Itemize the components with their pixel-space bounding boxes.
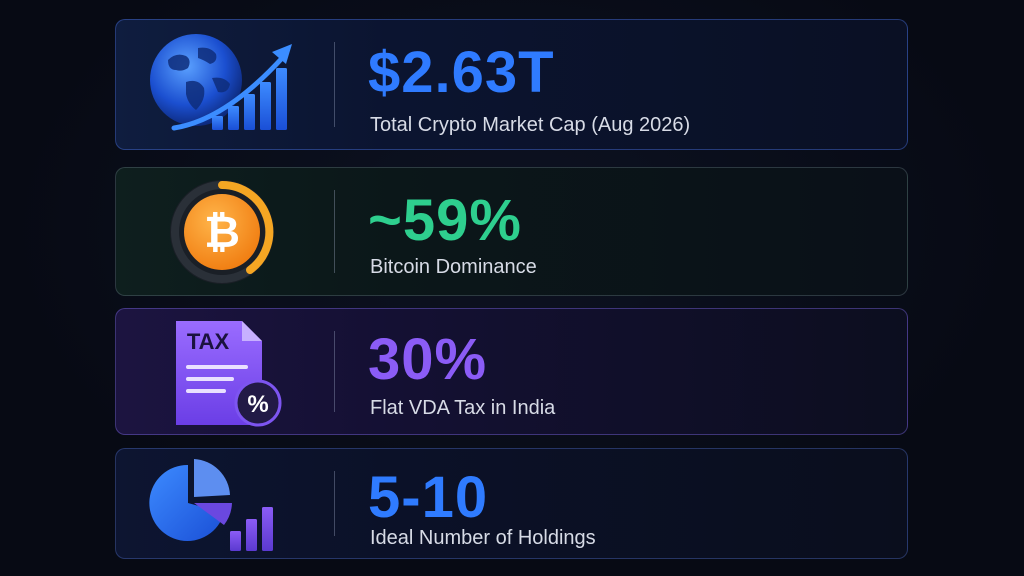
tax-icon-text: TAX bbox=[187, 329, 230, 354]
vda-tax-label: Flat VDA Tax in India bbox=[370, 397, 556, 419]
pie-chart-bars-icon bbox=[146, 449, 306, 558]
divider bbox=[334, 331, 335, 412]
stat-card-holdings: 5-10 Ideal Number of Holdings bbox=[115, 448, 908, 559]
divider bbox=[334, 190, 335, 273]
market-cap-value: $2.63T bbox=[368, 40, 555, 105]
stat-card-bitcoin-dominance: ₿ ~59% Bitcoin Dominance bbox=[115, 167, 908, 296]
divider bbox=[334, 471, 335, 536]
svg-text:%: % bbox=[247, 391, 268, 418]
bitcoin-dominance-value: ~59% bbox=[368, 188, 522, 253]
svg-text:₿: ₿ bbox=[204, 208, 240, 257]
stat-card-vda-tax: TAX % 30% Flat VDA Tax in India bbox=[115, 308, 908, 435]
bitcoin-dominance-label: Bitcoin Dominance bbox=[370, 256, 537, 278]
bitcoin-icon: ₿ bbox=[146, 177, 306, 287]
market-cap-label: Total Crypto Market Cap (Aug 2026) bbox=[370, 114, 691, 136]
divider bbox=[334, 42, 335, 127]
stat-card-market-cap: $2.63T Total Crypto Market Cap (Aug 2026… bbox=[115, 19, 908, 150]
tax-document-icon: TAX % bbox=[146, 317, 306, 427]
holdings-value: 5-10 bbox=[368, 465, 489, 530]
globe-growth-chart-icon bbox=[146, 30, 306, 140]
holdings-label: Ideal Number of Holdings bbox=[370, 527, 596, 549]
vda-tax-value: 30% bbox=[368, 327, 488, 392]
